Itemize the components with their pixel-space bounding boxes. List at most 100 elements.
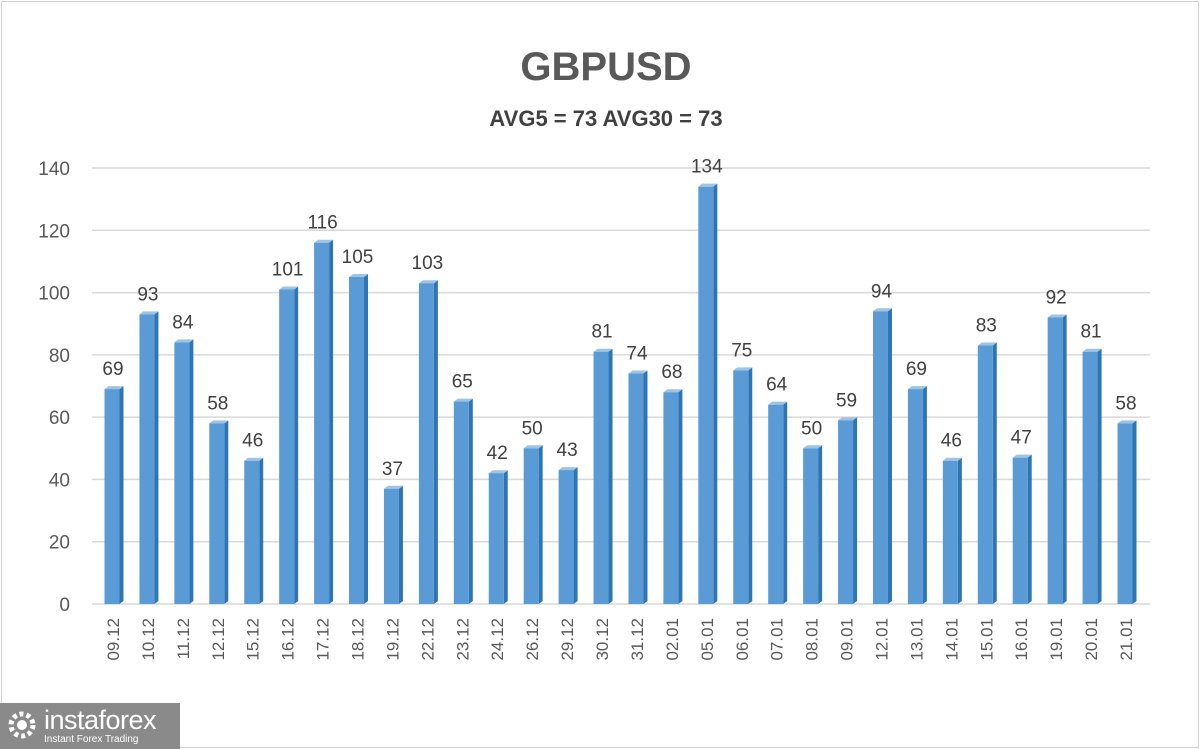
chart-subtitle: AVG5 = 73 AVG30 = 73 — [489, 106, 722, 131]
data-label: 68 — [661, 362, 682, 383]
data-label: 93 — [137, 284, 158, 305]
bar-top — [803, 445, 823, 449]
y-tick-label: 120 — [38, 221, 70, 242]
bar-top — [733, 367, 753, 371]
bar-top — [244, 457, 264, 461]
x-tick-label: 20.01 — [1082, 618, 1101, 661]
x-tick-label: 09.12 — [104, 618, 123, 661]
data-label: 65 — [452, 372, 473, 393]
bar-top — [838, 417, 858, 421]
bar-side — [259, 457, 264, 604]
x-tick-label: 07.01 — [768, 618, 787, 661]
data-label: 81 — [591, 322, 612, 343]
bar — [418, 283, 434, 604]
x-tick-label: 23.12 — [453, 618, 472, 661]
bar — [488, 473, 504, 604]
bar — [383, 488, 399, 604]
data-label: 64 — [766, 375, 788, 396]
bar — [733, 370, 749, 604]
data-label: 74 — [626, 344, 648, 365]
data-label: 50 — [801, 418, 822, 439]
data-label: 92 — [1046, 287, 1067, 308]
bar-side — [329, 239, 334, 604]
bar — [698, 186, 714, 604]
data-label: 43 — [557, 440, 578, 461]
data-label: 50 — [522, 418, 543, 439]
bar-side — [1132, 420, 1137, 604]
x-tick-label: 09.01 — [838, 618, 857, 661]
bar-side — [573, 467, 578, 604]
bar — [663, 392, 679, 604]
data-label: 46 — [941, 431, 962, 452]
bar-side — [608, 348, 613, 604]
x-tick-label: 05.01 — [698, 618, 717, 661]
bar-side — [224, 420, 229, 604]
bar-side — [922, 386, 927, 604]
data-label: 134 — [691, 157, 723, 178]
bar — [838, 420, 854, 604]
data-label: 81 — [1080, 322, 1101, 343]
bar-side — [887, 308, 892, 604]
bar-top — [1117, 420, 1137, 424]
logo-tagline: Instant Forex Trading — [44, 734, 139, 745]
bar — [523, 448, 539, 604]
bar — [907, 389, 923, 604]
bar-side — [119, 386, 124, 604]
bar-side — [433, 280, 438, 604]
bar-top — [279, 286, 299, 290]
bar-side — [783, 401, 788, 604]
x-tick-label: 08.01 — [803, 618, 822, 661]
data-label: 42 — [487, 443, 508, 464]
data-label: 84 — [172, 312, 194, 333]
data-label: 58 — [207, 393, 228, 414]
bar-side — [713, 183, 718, 604]
bar — [1117, 423, 1133, 604]
bar-top — [698, 183, 718, 187]
bar-side — [1097, 348, 1102, 604]
bar-side — [503, 470, 508, 604]
x-tick-label: 13.01 — [907, 618, 926, 661]
y-tick-label: 140 — [38, 159, 70, 180]
x-tick-label: 16.12 — [279, 618, 298, 661]
data-label: 101 — [272, 259, 304, 280]
y-tick-label: 60 — [49, 408, 70, 429]
bar-top — [104, 386, 124, 390]
bar-top — [488, 470, 508, 474]
x-tick-label: 14.01 — [942, 618, 961, 661]
bar-side — [818, 445, 823, 604]
bar-side — [154, 311, 159, 604]
bar-top — [663, 389, 683, 393]
y-tick-label: 40 — [49, 470, 70, 491]
bar — [1012, 457, 1028, 604]
x-tick-label: 24.12 — [488, 618, 507, 661]
bar — [803, 448, 819, 604]
bar-top — [174, 339, 194, 343]
bar — [104, 389, 120, 604]
bar-top — [314, 239, 334, 243]
bar-top — [907, 386, 927, 390]
x-tick-label: 16.01 — [1012, 618, 1031, 661]
x-tick-label: 31.12 — [628, 618, 647, 661]
bar-side — [957, 457, 962, 604]
x-tick-label: 12.12 — [209, 618, 228, 661]
x-tick-label: 18.12 — [349, 618, 368, 661]
x-tick-label: 06.01 — [733, 618, 752, 661]
bar-top — [139, 311, 159, 315]
bar — [1047, 317, 1063, 604]
bar-side — [992, 342, 997, 604]
bar-side — [468, 398, 473, 604]
x-tick-label: 02.01 — [663, 618, 682, 661]
data-label: 105 — [342, 247, 374, 268]
data-label: 47 — [1011, 428, 1032, 449]
x-tick-label: 15.12 — [244, 618, 263, 661]
bar — [628, 373, 644, 604]
bar-top — [768, 401, 788, 405]
chart-title: GBPUSD — [520, 45, 691, 89]
data-label: 69 — [906, 359, 927, 380]
bar — [593, 351, 609, 604]
bar-side — [538, 445, 543, 604]
bar — [139, 314, 155, 604]
bar-top — [453, 398, 473, 402]
x-tick-label: 26.12 — [523, 618, 542, 661]
